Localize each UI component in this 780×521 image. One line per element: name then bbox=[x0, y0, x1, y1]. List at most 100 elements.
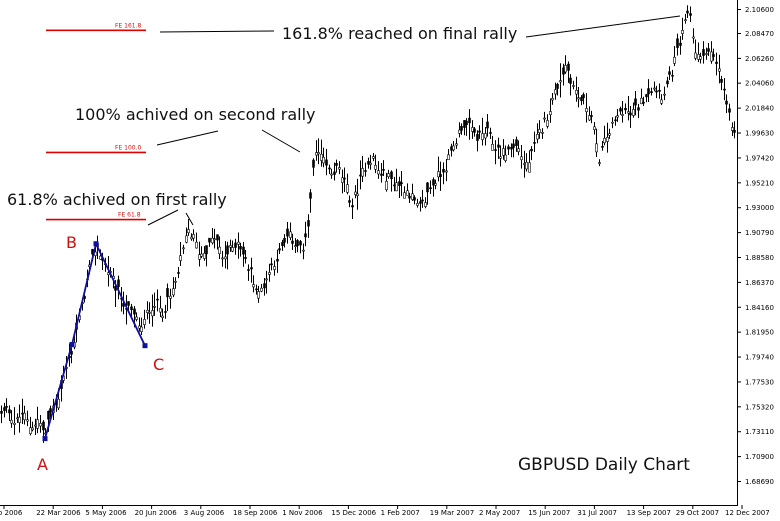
annotation-second-pointer-a bbox=[156, 130, 219, 146]
price-bar-body bbox=[255, 288, 258, 291]
price-bar-body bbox=[151, 310, 154, 317]
price-bar-body bbox=[595, 143, 598, 153]
price-bar-body bbox=[653, 87, 656, 90]
price-bar-body bbox=[588, 115, 591, 121]
price-bar-body bbox=[718, 68, 721, 72]
price-bar-body bbox=[419, 201, 422, 204]
x-tick-label: 22 Mar 2006 bbox=[36, 509, 81, 517]
price-bar-body bbox=[538, 129, 541, 133]
price-bar-body bbox=[364, 170, 367, 172]
wave-label-a: A bbox=[37, 455, 48, 474]
price-bar-body bbox=[536, 134, 539, 140]
price-bar-body bbox=[723, 88, 726, 91]
price-bar-body bbox=[169, 295, 172, 299]
wave-point-b bbox=[93, 241, 99, 247]
x-tick-label: 15 Jun 2007 bbox=[528, 509, 570, 517]
y-tick-label: 1.97420 bbox=[745, 154, 774, 162]
price-bar-body bbox=[637, 107, 640, 111]
y-tick-label: 1.86370 bbox=[745, 279, 774, 287]
price-bar-body bbox=[577, 97, 580, 100]
y-tick-label: 1.79740 bbox=[745, 354, 774, 362]
annotation-first-rally: 61.8% achived on first rally bbox=[7, 190, 227, 209]
price-bar-body bbox=[187, 229, 190, 234]
price-bar-body bbox=[712, 54, 715, 57]
price-bar-body bbox=[629, 112, 632, 116]
price-bar-body bbox=[283, 238, 286, 243]
price-bar-body bbox=[681, 30, 684, 34]
price-bar-body bbox=[445, 170, 448, 173]
price-bar-body bbox=[442, 168, 445, 173]
price-bar-body bbox=[567, 63, 570, 71]
price-bar-body bbox=[231, 247, 234, 252]
x-tick-label: 13 Sep 2007 bbox=[627, 509, 671, 517]
price-bar-body bbox=[705, 53, 708, 55]
x-tick-label: 20 Jun 2006 bbox=[135, 509, 178, 517]
x-tick-label: 29 Oct 2007 bbox=[676, 509, 719, 517]
price-bar-body bbox=[559, 80, 562, 83]
price-bar-body bbox=[572, 85, 575, 87]
annotations: 61.8% achived on first rally 100% achive… bbox=[7, 15, 681, 226]
price-bar-body bbox=[229, 245, 232, 248]
price-bar-body bbox=[208, 237, 211, 243]
annotation-final-rally: 161.8% reached on final rally bbox=[282, 24, 517, 43]
price-bar-body bbox=[666, 80, 669, 85]
price-bar-body bbox=[192, 234, 195, 239]
price-bar-body bbox=[270, 263, 273, 266]
price-bar-body bbox=[268, 272, 271, 275]
price-bar-body bbox=[263, 283, 266, 289]
price-bar-body bbox=[265, 278, 268, 281]
price-bar-body bbox=[372, 156, 375, 159]
price-bar-body bbox=[465, 120, 468, 125]
fib-label-100: FE 100.0 bbox=[115, 144, 142, 151]
price-bar-body bbox=[733, 130, 736, 133]
price-bar-body bbox=[473, 128, 476, 133]
y-tick-label: 1.93000 bbox=[745, 204, 774, 212]
price-bar-body bbox=[530, 148, 533, 152]
price-bar-body bbox=[234, 242, 237, 248]
price-bar-body bbox=[213, 238, 216, 241]
price-bar-body bbox=[356, 193, 359, 196]
wave-label-c: C bbox=[153, 355, 164, 374]
price-bar-body bbox=[484, 133, 487, 139]
fib-label-61-8: FE 61.8 bbox=[118, 212, 141, 219]
price-bar-body bbox=[491, 143, 494, 151]
price-bar-body bbox=[452, 145, 455, 151]
price-bar-body bbox=[673, 56, 676, 64]
x-tick-label: 2 May 2007 bbox=[479, 509, 520, 517]
price-bar-body bbox=[322, 157, 325, 164]
price-bar-body bbox=[153, 306, 156, 308]
wave-polyline bbox=[44, 241, 146, 439]
price-bar-body bbox=[166, 288, 169, 298]
price-bar-body bbox=[146, 310, 149, 313]
price-bar-body bbox=[694, 52, 697, 59]
price-bar-body bbox=[585, 108, 588, 113]
annotation-final-pointer-a bbox=[159, 30, 275, 33]
x-tick-label: 1 Nov 2006 bbox=[282, 509, 323, 517]
price-bar-body bbox=[367, 161, 370, 165]
price-bar-body bbox=[57, 398, 60, 409]
price-bar-body bbox=[211, 237, 214, 244]
price-bar-body bbox=[252, 284, 255, 288]
price-bar-body bbox=[335, 163, 338, 166]
price-bar-body bbox=[546, 120, 549, 127]
price-bar-body bbox=[239, 246, 242, 250]
price-bar-body bbox=[221, 257, 224, 260]
price-bar-body bbox=[333, 171, 336, 175]
price-bar-body bbox=[31, 427, 34, 431]
price-bar-body bbox=[520, 156, 523, 161]
price-bar-body bbox=[598, 162, 601, 164]
price-bar-body bbox=[385, 181, 388, 191]
price-bar-body bbox=[276, 258, 279, 262]
price-bar-body bbox=[143, 319, 146, 325]
price-bar-body bbox=[663, 93, 666, 96]
price-bar-body bbox=[426, 182, 429, 193]
price-bar-body bbox=[218, 246, 221, 255]
price-bar-body bbox=[502, 148, 505, 156]
price-bar-body bbox=[299, 241, 302, 246]
price-bars bbox=[0, 5, 736, 443]
price-bar-body bbox=[354, 191, 357, 196]
y-tick-label: 1.68690 bbox=[745, 478, 774, 486]
price-bar-body bbox=[590, 115, 593, 117]
price-bar-body bbox=[725, 100, 728, 105]
